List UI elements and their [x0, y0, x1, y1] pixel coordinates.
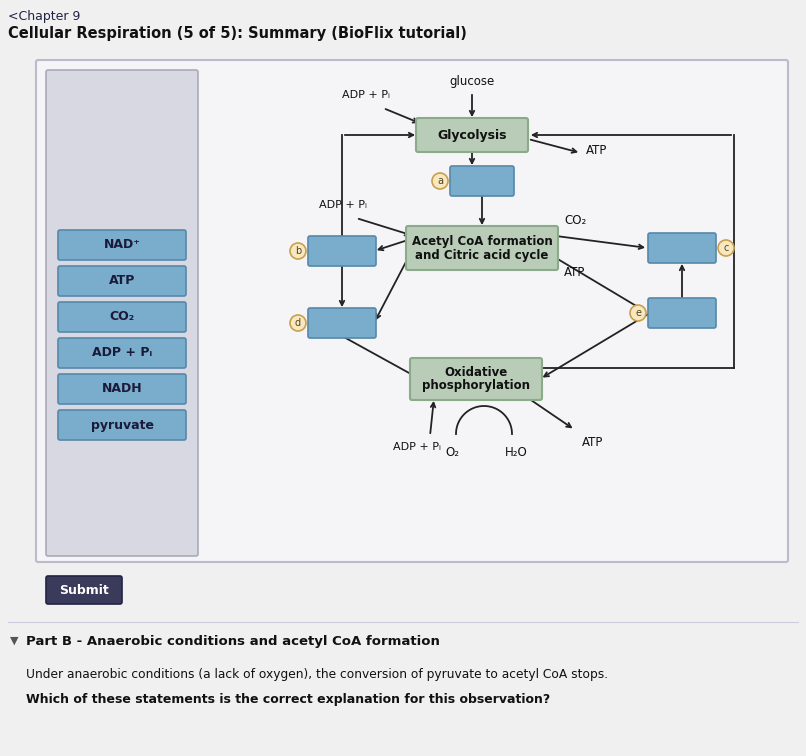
FancyBboxPatch shape: [36, 60, 788, 562]
Text: Oxidative: Oxidative: [444, 365, 508, 379]
Text: phosphorylation: phosphorylation: [422, 380, 530, 392]
FancyBboxPatch shape: [58, 266, 186, 296]
Text: H₂O: H₂O: [505, 446, 527, 459]
Text: ATP: ATP: [109, 274, 135, 287]
Circle shape: [718, 240, 734, 256]
Text: Acetyl CoA formation: Acetyl CoA formation: [412, 234, 552, 247]
FancyBboxPatch shape: [308, 308, 376, 338]
Text: NAD⁺: NAD⁺: [103, 238, 140, 252]
Text: ADP + Pᵢ: ADP + Pᵢ: [92, 346, 152, 360]
Text: ADP + Pᵢ: ADP + Pᵢ: [319, 200, 367, 210]
Text: Glycolysis: Glycolysis: [437, 129, 507, 141]
Text: <Chapter 9: <Chapter 9: [8, 10, 81, 23]
FancyBboxPatch shape: [308, 236, 376, 266]
Circle shape: [290, 243, 306, 259]
Text: c: c: [723, 243, 729, 253]
Text: e: e: [635, 308, 641, 318]
Text: ▼: ▼: [10, 636, 19, 646]
Text: CO₂: CO₂: [564, 213, 586, 227]
FancyBboxPatch shape: [58, 338, 186, 368]
Text: Cellular Respiration (5 of 5): Summary (BioFlix tutorial): Cellular Respiration (5 of 5): Summary (…: [8, 26, 467, 41]
FancyBboxPatch shape: [416, 118, 528, 152]
Text: Which of these statements is the correct explanation for this observation?: Which of these statements is the correct…: [26, 693, 550, 706]
FancyBboxPatch shape: [46, 70, 198, 556]
Text: d: d: [295, 318, 301, 328]
Circle shape: [290, 315, 306, 331]
Text: ADP + Pᵢ: ADP + Pᵢ: [342, 90, 390, 100]
FancyBboxPatch shape: [648, 233, 716, 263]
Text: O₂: O₂: [445, 446, 459, 459]
Text: Part B - Anaerobic conditions and acetyl CoA formation: Part B - Anaerobic conditions and acetyl…: [26, 635, 440, 648]
FancyBboxPatch shape: [46, 576, 122, 604]
Text: CO₂: CO₂: [110, 311, 135, 324]
Text: Submit: Submit: [59, 584, 109, 596]
Text: ATP: ATP: [564, 265, 585, 278]
Text: ADP + Pᵢ: ADP + Pᵢ: [393, 442, 441, 452]
Text: pyruvate: pyruvate: [90, 419, 153, 432]
FancyBboxPatch shape: [450, 166, 514, 196]
FancyBboxPatch shape: [410, 358, 542, 400]
Text: ATP: ATP: [582, 436, 604, 449]
FancyBboxPatch shape: [58, 410, 186, 440]
Text: NADH: NADH: [102, 383, 143, 395]
FancyBboxPatch shape: [58, 230, 186, 260]
Text: ATP: ATP: [586, 144, 608, 156]
FancyBboxPatch shape: [58, 374, 186, 404]
FancyBboxPatch shape: [648, 298, 716, 328]
FancyBboxPatch shape: [58, 302, 186, 332]
FancyBboxPatch shape: [406, 226, 558, 270]
Text: b: b: [295, 246, 301, 256]
Text: a: a: [437, 176, 443, 186]
Text: Under anaerobic conditions (a lack of oxygen), the conversion of pyruvate to ace: Under anaerobic conditions (a lack of ox…: [26, 668, 608, 681]
Circle shape: [630, 305, 646, 321]
Text: and Citric acid cycle: and Citric acid cycle: [415, 249, 549, 262]
Text: glucose: glucose: [450, 75, 495, 88]
Circle shape: [432, 173, 448, 189]
